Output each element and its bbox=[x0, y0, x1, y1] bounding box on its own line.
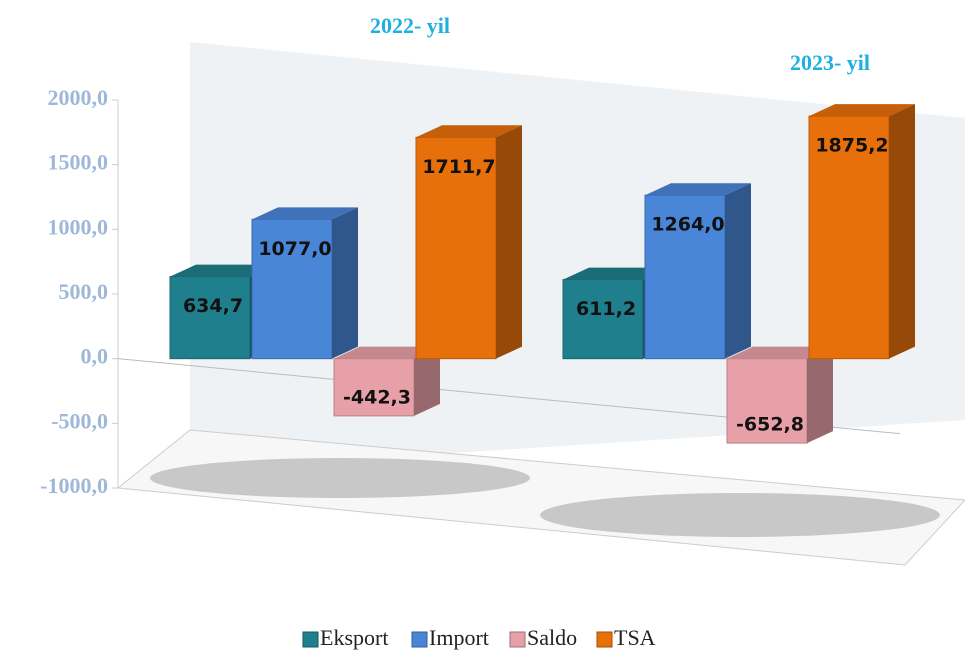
value-label: -652,8 bbox=[736, 414, 804, 436]
legend-label: TSA bbox=[614, 625, 656, 650]
y-tick-label: 0,0 bbox=[81, 344, 109, 369]
bar-side bbox=[496, 125, 522, 358]
value-label: 1264,0 bbox=[651, 214, 724, 236]
bar-side bbox=[807, 347, 833, 443]
legend-swatch bbox=[510, 632, 525, 647]
category-label: 2023- yil bbox=[790, 50, 870, 75]
y-tick-label: -1000,0 bbox=[40, 473, 108, 498]
y-tick-label: 1000,0 bbox=[48, 214, 109, 239]
bar-side bbox=[889, 104, 915, 359]
value-label: 1875,2 bbox=[815, 135, 888, 157]
floor-shadow bbox=[150, 458, 530, 498]
y-tick-label: 1500,0 bbox=[48, 150, 109, 175]
chart: -1000,0 -500,0 0,0 500,0 1000,0 1500,0 2000,0 2… bbox=[0, 0, 965, 659]
legend-label: Import bbox=[429, 625, 489, 650]
value-label: 611,2 bbox=[576, 298, 636, 320]
legend-label: Eksport bbox=[320, 625, 388, 650]
legend-swatch bbox=[412, 632, 427, 647]
bar-side bbox=[332, 207, 358, 358]
value-label: 1711,7 bbox=[422, 156, 495, 178]
y-tick-label: -500,0 bbox=[51, 408, 108, 433]
value-label: -442,3 bbox=[343, 386, 411, 408]
legend-swatch bbox=[597, 632, 612, 647]
value-label: 634,7 bbox=[183, 295, 243, 317]
bar-front bbox=[170, 277, 250, 359]
bar bbox=[252, 207, 358, 358]
category-label: 2022- yil bbox=[370, 13, 450, 38]
value-label: 1077,0 bbox=[258, 238, 331, 260]
legend-label: Saldo bbox=[527, 625, 577, 650]
bar-side bbox=[725, 183, 751, 358]
legend-swatch bbox=[303, 632, 318, 647]
y-tick-label: 2000,0 bbox=[48, 85, 109, 110]
page: {"chart_data": {"type": "bar3d", "catego… bbox=[0, 0, 965, 659]
bar bbox=[645, 183, 751, 358]
y-tick-label: 500,0 bbox=[59, 279, 109, 304]
floor-shadow bbox=[540, 493, 940, 537]
